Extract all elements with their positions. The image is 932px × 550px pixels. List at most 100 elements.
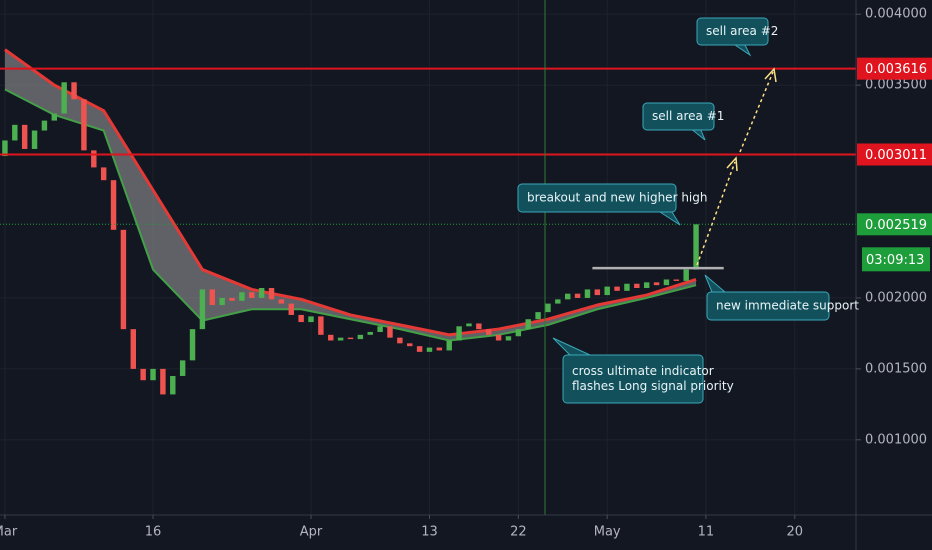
- annotation-text: flashes Long signal priority: [572, 379, 734, 393]
- annotation-text: breakout and new higher high: [527, 191, 707, 205]
- ribbon-lower: [4, 88, 697, 342]
- candle-body: [31, 130, 38, 149]
- x-tick-label: Mar: [0, 525, 18, 540]
- x-tick-label: Apr: [300, 525, 323, 540]
- candle-body: [367, 331, 373, 335]
- price-label-box: [857, 57, 932, 80]
- candle-body: [298, 314, 304, 323]
- annotation-box: [696, 17, 769, 46]
- candle-body: [239, 292, 245, 301]
- candle-body: [328, 334, 334, 341]
- candle-body: [584, 289, 591, 298]
- candle-body: [486, 329, 492, 335]
- candle-body: [91, 150, 97, 168]
- annotation-text: sell area #2: [706, 24, 778, 38]
- candle-body: [140, 368, 146, 381]
- candle-body: [535, 312, 541, 320]
- y-tick-label: 0.004000: [865, 7, 927, 22]
- candle-body: [436, 347, 443, 351]
- candle-body: [150, 368, 156, 381]
- annotation-box: [562, 354, 704, 404]
- arrow-head: [726, 156, 738, 172]
- candle-body: [594, 289, 601, 296]
- candle-body: [683, 269, 689, 281]
- candle-body: [377, 326, 383, 332]
- candle-body: [574, 293, 581, 298]
- countdown: 03:09:13: [866, 253, 924, 268]
- candle-body: [81, 99, 87, 151]
- candle-body: [653, 282, 660, 286]
- arrow-line: [696, 161, 736, 266]
- candle-body: [199, 289, 206, 330]
- candle-body: [407, 343, 413, 347]
- price-label: 0.003616: [865, 62, 927, 77]
- ribbon-fill: [4, 49, 697, 341]
- annotation-text: sell area #1: [652, 109, 724, 123]
- candle-body: [288, 303, 294, 315]
- candle-body: [189, 329, 196, 361]
- y-tick-label: 0.003500: [865, 78, 927, 93]
- countdown-box: [862, 247, 930, 272]
- plot-area: [0, 0, 856, 515]
- candle-body: [426, 347, 433, 352]
- candle-body: [555, 299, 561, 304]
- candle-body: [545, 303, 551, 313]
- candle-body: [387, 326, 393, 338]
- candle-body: [318, 316, 324, 335]
- candle-body: [505, 336, 512, 341]
- candle-body: [634, 283, 640, 289]
- candle-body: [308, 316, 314, 323]
- x-tick-label: 13: [421, 525, 438, 540]
- candle-body: [614, 286, 620, 291]
- candle-body: [71, 82, 77, 100]
- x-tick-label: 22: [510, 525, 527, 540]
- y-tick-label: 0.002000: [865, 290, 927, 305]
- candle-body: [268, 288, 275, 300]
- candle-body: [278, 299, 285, 304]
- annotation-text: new immediate support: [716, 299, 859, 313]
- y-tick-label: 0.001500: [865, 361, 927, 376]
- candle-body: [12, 124, 18, 141]
- candle-body: [397, 337, 403, 344]
- candle-body: [446, 340, 452, 351]
- candle-body: [515, 329, 522, 337]
- candle-body: [249, 292, 255, 298]
- x-tick-label: 20: [787, 525, 804, 540]
- candle-body: [495, 334, 502, 341]
- candle-body: [209, 289, 215, 306]
- candle-body: [229, 297, 235, 301]
- candle-body: [170, 375, 176, 395]
- annotation-box: [706, 291, 830, 321]
- annotation: new immediate support: [704, 274, 859, 321]
- candle-body: [337, 337, 344, 341]
- x-tick-label: May: [594, 525, 621, 540]
- candle-body: [476, 323, 482, 330]
- candle-body: [624, 283, 630, 291]
- candle-body: [663, 279, 670, 286]
- candle-body: [51, 113, 58, 121]
- annotation: sell area #2: [696, 17, 778, 57]
- candle-body: [416, 346, 423, 352]
- candle-body: [258, 288, 265, 298]
- candle-body: [673, 279, 680, 281]
- candle-body: [2, 140, 8, 157]
- candle-body: [604, 286, 610, 296]
- annotation-box: [642, 102, 715, 131]
- x-tick-label: 11: [698, 525, 715, 540]
- annotation: breakout and new higher high: [517, 183, 707, 226]
- price-label-box: [857, 213, 932, 236]
- price-label: 0.002519: [865, 218, 927, 233]
- candle-body: [100, 167, 107, 181]
- arrow-line: [739, 71, 774, 153]
- candle-body: [219, 297, 225, 306]
- annotation-box: [517, 183, 677, 213]
- price-label: 0.003011: [865, 148, 927, 163]
- annotation-text: cross ultimate indicator: [572, 364, 714, 378]
- x-tick-label: 16: [145, 525, 162, 540]
- candle-body: [130, 329, 137, 369]
- ribbon-upper: [4, 48, 697, 337]
- candle-body: [643, 282, 650, 289]
